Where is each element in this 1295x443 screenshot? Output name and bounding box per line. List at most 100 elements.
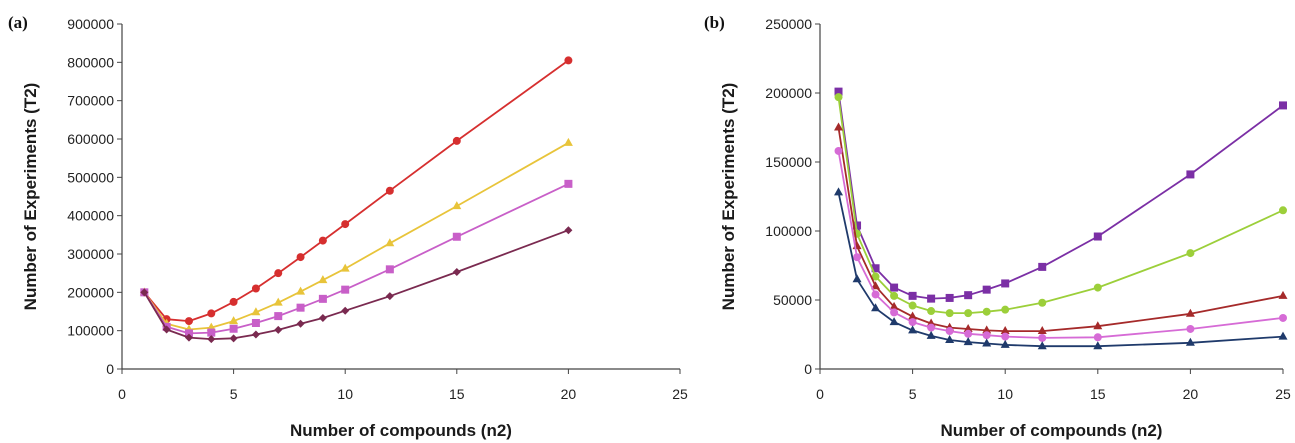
- data-point: [908, 325, 918, 334]
- data-point: [834, 122, 844, 131]
- data-point: [890, 308, 899, 317]
- data-point: [1000, 339, 1010, 348]
- data-point: [251, 319, 260, 327]
- chart-panel-a: 0 100000 200000 300000 400000 500000 600000 700…: [8, 13, 688, 440]
- data-point: [982, 325, 992, 334]
- data-point: [296, 319, 305, 328]
- data-point: [982, 285, 991, 294]
- data-point: [452, 201, 462, 210]
- data-point: [926, 330, 936, 339]
- y-axis-title: Number of Experiments (T2): [21, 83, 40, 311]
- data-point: [229, 297, 238, 306]
- data-point: [852, 274, 862, 283]
- series-line-1: [837, 91, 1284, 300]
- x-tick-label: 5: [909, 386, 917, 402]
- y-tick-label: 700000: [67, 93, 114, 109]
- data-point: [251, 284, 260, 293]
- data-point: [229, 324, 238, 333]
- y-tick-label: 100000: [765, 223, 812, 239]
- data-point: [1093, 333, 1102, 342]
- data-point: [982, 307, 991, 316]
- x-tick-label: 10: [337, 386, 353, 402]
- data-point: [945, 327, 954, 336]
- chart-panel-b: 0 50000 100000 150000 200000 250000 0 5 10 15 20 25…: [704, 13, 1291, 440]
- data-point: [318, 314, 327, 323]
- data-point: [296, 253, 305, 262]
- series-line-2: [143, 142, 569, 331]
- data-point: [385, 238, 395, 247]
- x-tick-label: 25: [1275, 386, 1291, 402]
- data-point: [871, 281, 881, 290]
- data-point: [1093, 341, 1103, 350]
- data-point: [318, 275, 328, 284]
- data-point: [274, 325, 283, 334]
- data-point: [273, 297, 283, 306]
- panel-label: (b): [704, 13, 725, 32]
- data-point: [318, 236, 327, 245]
- x-axis-title: Number of compounds (n2): [941, 421, 1163, 440]
- data-point: [385, 292, 394, 301]
- data-point: [452, 232, 461, 241]
- y-tick-label: 200000: [67, 284, 114, 300]
- y-tick-label: 800000: [67, 54, 114, 70]
- data-point: [1185, 308, 1195, 317]
- data-point: [853, 253, 862, 262]
- panel-label: (a): [8, 13, 28, 32]
- y-tick-label: 250000: [765, 16, 812, 32]
- data-point: [1038, 262, 1047, 271]
- data-point: [207, 309, 216, 318]
- data-point: [452, 268, 461, 277]
- data-point: [296, 303, 305, 312]
- data-point: [1093, 232, 1102, 241]
- data-point: [296, 286, 306, 295]
- data-point: [1037, 326, 1047, 335]
- data-point: [834, 187, 844, 196]
- x-tick-label: 5: [230, 386, 238, 402]
- data-point: [385, 265, 394, 274]
- data-point: [140, 288, 149, 297]
- data-point: [889, 301, 899, 310]
- x-tick-label: 20: [561, 386, 577, 402]
- x-tick-label: 15: [1090, 386, 1106, 402]
- y-tick-label: 600000: [67, 131, 114, 147]
- data-point: [964, 309, 973, 318]
- y-tick-label: 300000: [67, 246, 114, 262]
- data-point: [1001, 332, 1010, 341]
- series-line-5: [837, 192, 1284, 348]
- y-tick-label: 900000: [67, 16, 114, 32]
- series-line-1: [143, 59, 569, 323]
- data-point: [1279, 313, 1287, 322]
- data-point: [229, 334, 238, 343]
- data-point: [1038, 333, 1047, 342]
- data-point: [945, 335, 955, 344]
- series-line-2: [837, 96, 1284, 315]
- y-tick-label: 100000: [67, 323, 114, 339]
- data-point: [1278, 290, 1288, 299]
- data-point: [452, 136, 461, 145]
- y-tick-label: 0: [106, 361, 114, 377]
- data-point: [385, 186, 394, 195]
- data-point: [318, 294, 327, 303]
- data-point: [274, 312, 283, 321]
- data-point: [871, 303, 881, 312]
- data-point: [184, 329, 193, 338]
- data-point: [908, 318, 917, 327]
- data-point: [274, 269, 283, 278]
- data-point: [982, 338, 992, 347]
- series-line-4: [837, 150, 1284, 339]
- data-point: [184, 317, 193, 326]
- y-tick-label: 50000: [773, 292, 812, 308]
- data-point: [341, 285, 350, 294]
- data-point: [1001, 279, 1010, 288]
- y-tick-label: 400000: [67, 208, 114, 224]
- data-point: [889, 317, 899, 326]
- data-point: [1000, 326, 1010, 335]
- data-point: [162, 325, 171, 334]
- data-point: [890, 283, 899, 292]
- x-tick-label: 15: [449, 386, 465, 402]
- data-point: [341, 220, 350, 229]
- data-point: [853, 221, 862, 230]
- data-point: [1093, 283, 1102, 292]
- data-point: [184, 333, 193, 342]
- data-point: [341, 306, 350, 315]
